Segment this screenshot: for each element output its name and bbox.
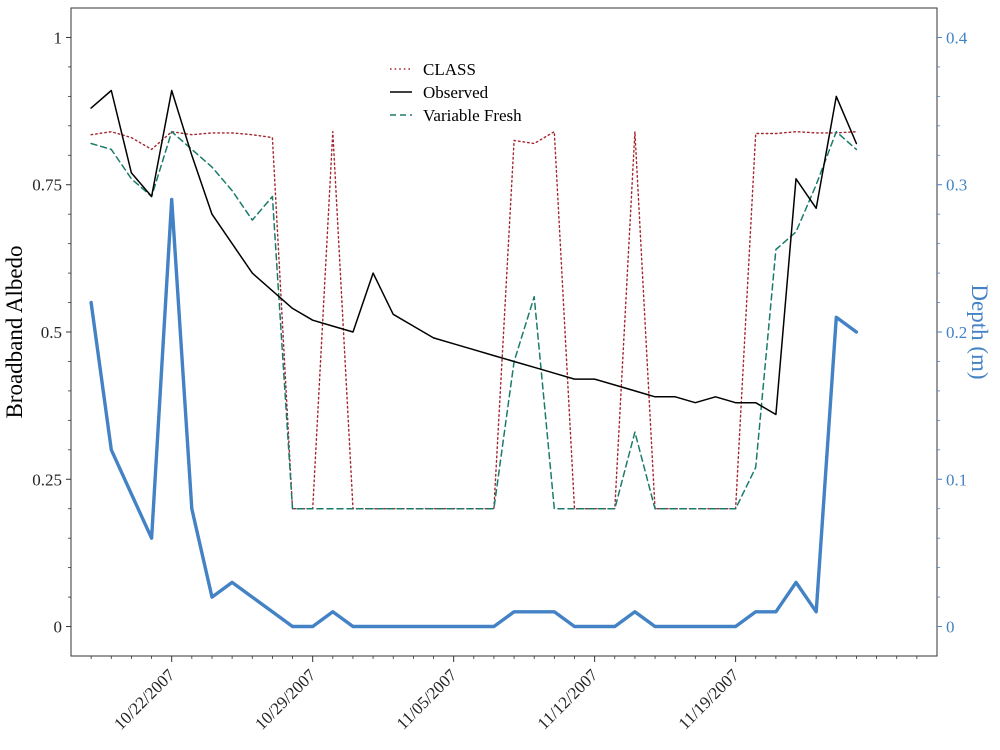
- y2-tick-label: 0.2: [946, 323, 967, 342]
- y-tick-label: 0.75: [32, 176, 62, 195]
- legend-label: Observed: [423, 83, 489, 102]
- y-axis-title: Broadband Albedo: [2, 245, 27, 418]
- x-tick-label: 11/05/2007: [393, 665, 461, 733]
- y-tick-label: 0: [54, 618, 63, 637]
- x-tick-label: 11/19/2007: [675, 665, 743, 733]
- x-tick-label: 11/12/2007: [534, 665, 602, 733]
- y2-tick-label: 0.4: [946, 28, 968, 47]
- x-tick-label: 10/29/2007: [251, 665, 320, 734]
- y2-tick-label: 0.1: [946, 470, 967, 489]
- legend-label: CLASS: [423, 60, 476, 79]
- series-line-variable-fresh: [90, 130, 858, 510]
- legend: CLASS Observed Variable Fresh: [390, 60, 522, 125]
- y-tick-label: 1: [54, 28, 63, 47]
- series-line-observed: [90, 89, 858, 416]
- legend-label: Variable Fresh: [423, 106, 522, 125]
- y2-tick-label: 0.3: [946, 176, 967, 195]
- y2-tick-label: 0: [946, 618, 955, 637]
- y-tick-label: 0.5: [41, 323, 62, 342]
- series-line-depth: [89, 197, 859, 629]
- x-tick-label: 10/22/2007: [110, 665, 179, 734]
- y-tick-label: 0.25: [32, 470, 62, 489]
- y2-axis-title: Depth (m): [967, 284, 992, 379]
- series-layer: [89, 89, 859, 629]
- series-line-class: [90, 130, 858, 510]
